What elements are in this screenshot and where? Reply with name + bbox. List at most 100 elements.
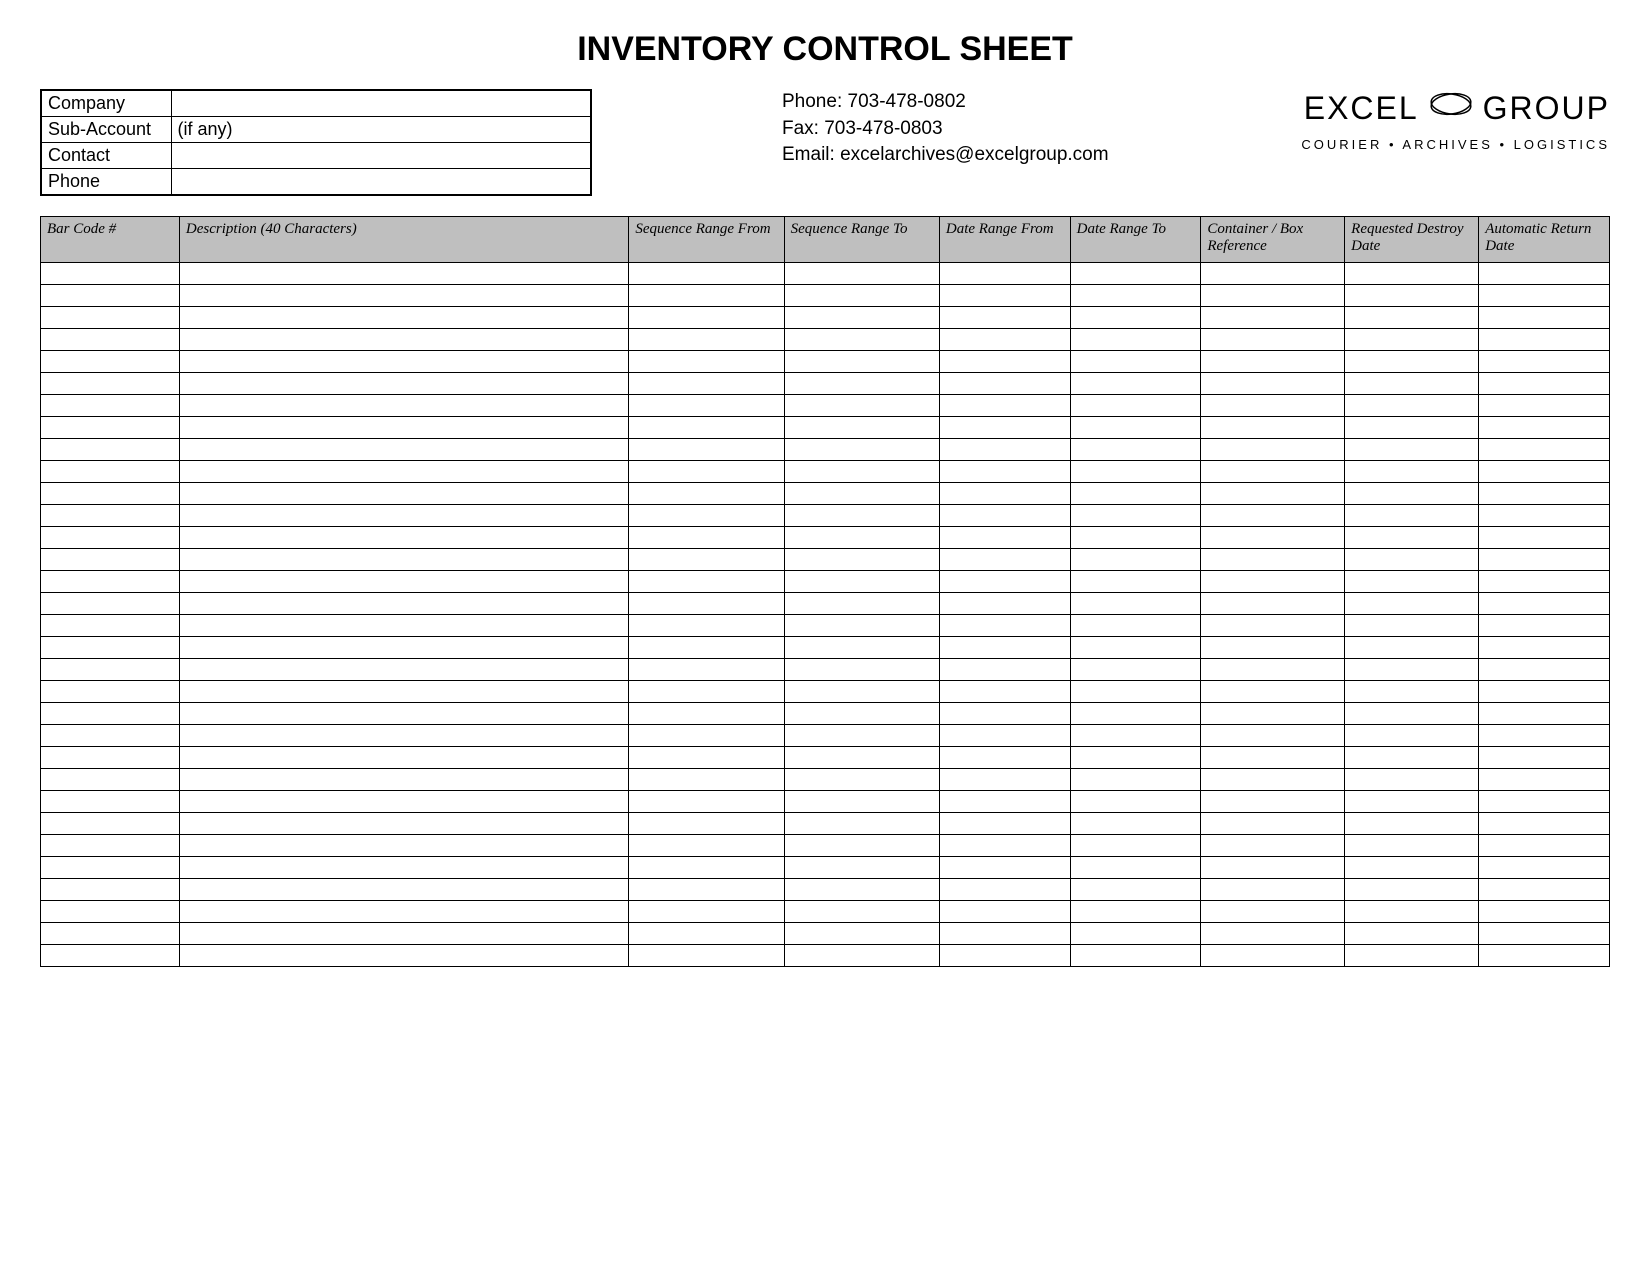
table-cell[interactable] <box>939 285 1070 307</box>
table-cell[interactable] <box>1345 703 1479 725</box>
table-cell[interactable] <box>629 571 784 593</box>
table-cell[interactable] <box>1070 747 1201 769</box>
table-cell[interactable] <box>41 835 180 857</box>
table-cell[interactable] <box>1345 417 1479 439</box>
table-cell[interactable] <box>179 505 628 527</box>
table-cell[interactable] <box>1345 637 1479 659</box>
table-cell[interactable] <box>1070 483 1201 505</box>
table-cell[interactable] <box>41 813 180 835</box>
table-cell[interactable] <box>1201 857 1345 879</box>
table-cell[interactable] <box>629 835 784 857</box>
table-cell[interactable] <box>1201 329 1345 351</box>
table-cell[interactable] <box>784 527 939 549</box>
table-cell[interactable] <box>179 351 628 373</box>
table-cell[interactable] <box>1070 857 1201 879</box>
table-cell[interactable] <box>1345 659 1479 681</box>
table-cell[interactable] <box>939 791 1070 813</box>
table-cell[interactable] <box>784 285 939 307</box>
table-cell[interactable] <box>1070 681 1201 703</box>
table-cell[interactable] <box>1070 549 1201 571</box>
table-cell[interactable] <box>629 747 784 769</box>
table-cell[interactable] <box>1070 373 1201 395</box>
table-cell[interactable] <box>1201 835 1345 857</box>
table-cell[interactable] <box>784 813 939 835</box>
table-cell[interactable] <box>629 549 784 571</box>
table-cell[interactable] <box>1479 395 1610 417</box>
table-cell[interactable] <box>1345 945 1479 967</box>
table-cell[interactable] <box>179 527 628 549</box>
table-cell[interactable] <box>939 637 1070 659</box>
table-cell[interactable] <box>41 923 180 945</box>
table-cell[interactable] <box>179 483 628 505</box>
table-cell[interactable] <box>939 549 1070 571</box>
table-cell[interactable] <box>629 593 784 615</box>
table-cell[interactable] <box>179 461 628 483</box>
table-cell[interactable] <box>41 769 180 791</box>
table-cell[interactable] <box>629 681 784 703</box>
table-cell[interactable] <box>41 461 180 483</box>
table-cell[interactable] <box>1201 615 1345 637</box>
table-cell[interactable] <box>179 835 628 857</box>
table-cell[interactable] <box>629 483 784 505</box>
table-cell[interactable] <box>784 461 939 483</box>
table-cell[interactable] <box>1345 879 1479 901</box>
table-cell[interactable] <box>784 395 939 417</box>
table-cell[interactable] <box>939 725 1070 747</box>
table-cell[interactable] <box>629 945 784 967</box>
table-cell[interactable] <box>1070 307 1201 329</box>
table-cell[interactable] <box>41 747 180 769</box>
table-cell[interactable] <box>784 549 939 571</box>
table-cell[interactable] <box>179 439 628 461</box>
table-cell[interactable] <box>1345 681 1479 703</box>
table-cell[interactable] <box>784 351 939 373</box>
table-cell[interactable] <box>1345 593 1479 615</box>
table-cell[interactable] <box>41 505 180 527</box>
contact-value[interactable] <box>171 143 591 169</box>
table-cell[interactable] <box>784 439 939 461</box>
table-cell[interactable] <box>1345 549 1479 571</box>
table-cell[interactable] <box>1201 461 1345 483</box>
table-cell[interactable] <box>41 373 180 395</box>
table-cell[interactable] <box>1345 505 1479 527</box>
table-cell[interactable] <box>629 307 784 329</box>
table-cell[interactable] <box>1479 615 1610 637</box>
table-cell[interactable] <box>41 703 180 725</box>
table-cell[interactable] <box>629 923 784 945</box>
table-cell[interactable] <box>1479 483 1610 505</box>
table-cell[interactable] <box>41 615 180 637</box>
table-cell[interactable] <box>1479 307 1610 329</box>
table-cell[interactable] <box>629 769 784 791</box>
table-cell[interactable] <box>179 879 628 901</box>
table-cell[interactable] <box>784 835 939 857</box>
table-cell[interactable] <box>784 593 939 615</box>
table-cell[interactable] <box>179 791 628 813</box>
table-cell[interactable] <box>1201 813 1345 835</box>
table-cell[interactable] <box>179 329 628 351</box>
table-cell[interactable] <box>1201 307 1345 329</box>
table-cell[interactable] <box>1201 703 1345 725</box>
table-cell[interactable] <box>1201 747 1345 769</box>
table-cell[interactable] <box>784 945 939 967</box>
table-cell[interactable] <box>41 725 180 747</box>
table-cell[interactable] <box>1345 857 1479 879</box>
table-cell[interactable] <box>1345 439 1479 461</box>
table-cell[interactable] <box>939 373 1070 395</box>
table-cell[interactable] <box>1479 901 1610 923</box>
table-cell[interactable] <box>784 571 939 593</box>
table-cell[interactable] <box>41 527 180 549</box>
phone-value[interactable] <box>171 169 591 196</box>
table-cell[interactable] <box>1479 351 1610 373</box>
table-cell[interactable] <box>784 637 939 659</box>
table-cell[interactable] <box>41 857 180 879</box>
table-cell[interactable] <box>41 681 180 703</box>
table-cell[interactable] <box>1070 791 1201 813</box>
table-cell[interactable] <box>179 285 628 307</box>
table-cell[interactable] <box>1479 549 1610 571</box>
table-cell[interactable] <box>1345 307 1479 329</box>
table-cell[interactable] <box>1345 923 1479 945</box>
table-cell[interactable] <box>1070 615 1201 637</box>
table-cell[interactable] <box>179 615 628 637</box>
table-cell[interactable] <box>939 527 1070 549</box>
table-cell[interactable] <box>1070 571 1201 593</box>
table-cell[interactable] <box>1479 769 1610 791</box>
